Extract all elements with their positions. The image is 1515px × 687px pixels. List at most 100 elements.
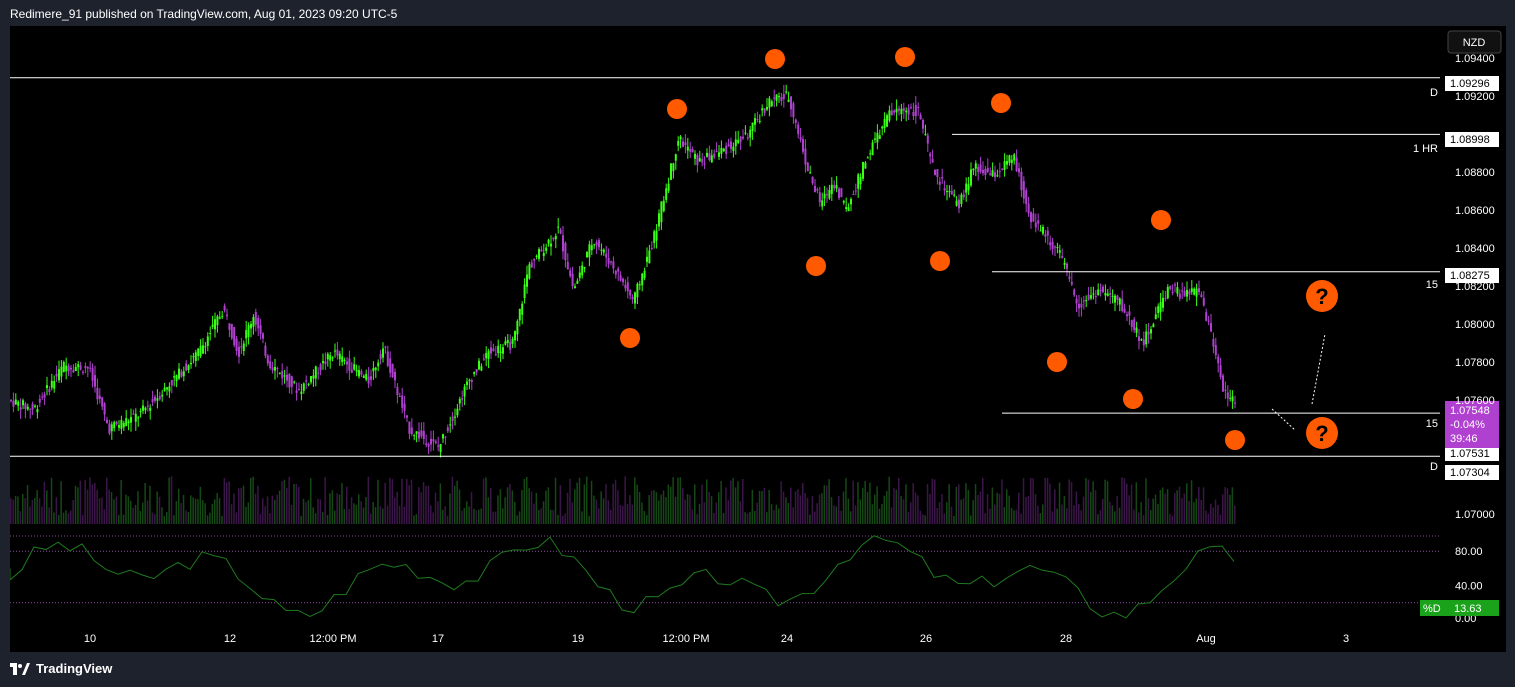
candle-body: [749, 129, 752, 138]
candle-body: [679, 136, 682, 140]
volume-bar: [953, 515, 955, 524]
candle-body: [312, 375, 315, 379]
candle-body: [516, 320, 519, 335]
candle-body: [98, 395, 101, 399]
volume-bar: [550, 509, 552, 524]
candle-body: [101, 397, 104, 407]
candle-body: [36, 409, 39, 413]
candle-body: [122, 422, 125, 428]
volume-bar: [82, 514, 84, 524]
candle-body: [1171, 291, 1174, 293]
candle-body: [1013, 154, 1016, 161]
volume-bar: [108, 489, 110, 524]
candle-body: [547, 239, 550, 244]
volume-bar: [554, 477, 557, 524]
swing-marker: [991, 93, 1011, 113]
volume-bar: [346, 486, 348, 524]
candle-body: [540, 249, 543, 252]
currency-button-bg[interactable]: [1447, 30, 1502, 54]
volume-bar: [1106, 481, 1109, 524]
candle-body: [197, 348, 200, 356]
candle-body: [67, 366, 70, 372]
volume-bar: [1135, 482, 1138, 524]
candle-body: [401, 395, 404, 408]
candle-body: [1049, 242, 1052, 246]
candle-body: [982, 169, 984, 174]
candle-body: [427, 444, 430, 447]
candle-body: [665, 188, 668, 200]
candle-body: [238, 346, 240, 357]
y-tick-label: 1.08000: [1455, 319, 1495, 331]
y-tick-label: 1.07000: [1455, 509, 1495, 521]
level-timeframe: 15: [1426, 418, 1438, 430]
candle-body: [703, 163, 706, 165]
candle-body: [252, 317, 255, 327]
swing-marker: [1123, 389, 1143, 409]
volume-bar: [730, 480, 732, 524]
volume-bar: [310, 478, 312, 524]
volume-bar: [1018, 492, 1020, 524]
y-tick-label: 1.08800: [1455, 167, 1495, 179]
stoch-line: [9, 535, 1235, 619]
candle-body: [869, 153, 872, 155]
candle-body: [221, 315, 224, 317]
volume-bar: [540, 508, 542, 524]
candle-body: [432, 439, 435, 442]
candle-body: [262, 333, 264, 339]
candle-body: [763, 108, 766, 113]
volume-bar: [86, 489, 89, 524]
volume-bar: [362, 507, 365, 524]
candle-body: [1188, 291, 1191, 295]
candle-body: [473, 372, 476, 375]
chart-area[interactable]: D 1.09296 1 HR 1.08998 15 1.08275 15 1.07531 D 1.…: [9, 26, 1506, 652]
volume-bar: [1102, 498, 1104, 524]
volume-bar: [962, 498, 965, 524]
volume-bar: [432, 512, 434, 524]
volume-bar: [941, 494, 943, 524]
candle-body: [60, 366, 63, 377]
volume-bar: [593, 495, 595, 524]
candle-body: [158, 396, 161, 400]
volume-bar: [290, 504, 293, 524]
volume-bar: [818, 494, 821, 524]
volume-bar: [835, 506, 838, 524]
y-tick-label: 1.09200: [1455, 91, 1495, 103]
volume-bar: [118, 514, 120, 524]
candle-body: [1114, 295, 1116, 303]
volume-bar: [1008, 495, 1010, 524]
volume-bar: [31, 499, 34, 524]
volume-bar: [859, 499, 862, 524]
candle-body: [960, 194, 963, 204]
candle-body: [458, 399, 461, 404]
candle-body: [835, 185, 838, 189]
volume-bar: [917, 495, 919, 524]
currency-button[interactable]: NZD: [1463, 37, 1486, 49]
candle-body: [490, 347, 492, 354]
candlestick-chart[interactable]: D 1.09296 1 HR 1.08998 15 1.08275 15 1.07531 D 1.…: [9, 26, 1506, 652]
volume-bar: [1229, 494, 1231, 524]
bar-countdown: 39:46: [1450, 433, 1478, 445]
volume-bar: [1032, 478, 1034, 524]
volume-bar: [910, 502, 912, 524]
candle-body: [1169, 285, 1172, 290]
volume-bar: [821, 493, 823, 524]
candle-body: [578, 272, 581, 278]
candle-body: [1178, 293, 1181, 299]
candle-body: [821, 200, 824, 207]
volume-bar: [660, 494, 662, 524]
swing-marker: [667, 99, 687, 119]
volume-bar: [430, 505, 432, 524]
candle-body: [341, 356, 344, 363]
volume-bar: [1178, 486, 1181, 524]
candle-body: [1075, 298, 1078, 304]
candle-body: [631, 296, 634, 300]
volume-bar: [955, 486, 958, 524]
volume-bar: [326, 515, 329, 524]
volume-bar: [571, 502, 574, 524]
volume-bar: [494, 511, 497, 524]
candle-body: [857, 174, 860, 189]
volume-bar: [91, 484, 94, 524]
candle-body: [425, 443, 428, 446]
candle-body: [446, 427, 449, 432]
volume-bar: [166, 512, 168, 524]
